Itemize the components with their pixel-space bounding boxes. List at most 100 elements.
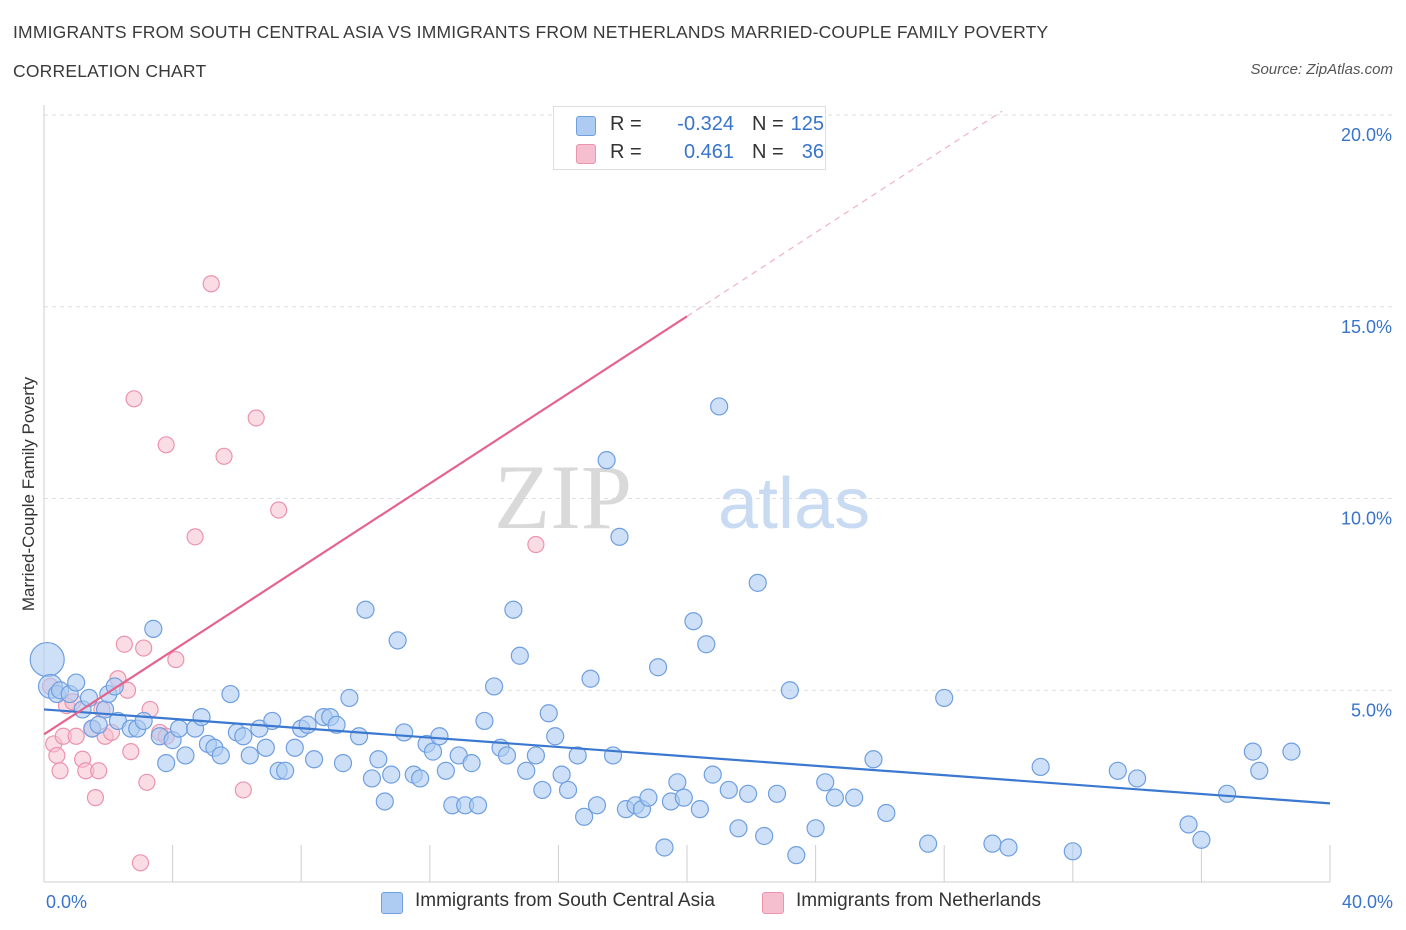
chart-title-line2: CORRELATION CHART (13, 61, 207, 81)
south-central-asia-point (436, 761, 455, 780)
netherlands-point (135, 639, 153, 657)
south-central-asia-point (999, 838, 1018, 857)
south-central-asia-point (587, 796, 607, 815)
south-central-asia-point (668, 773, 687, 792)
south-central-asia-point (684, 612, 703, 631)
netherlands-point (131, 854, 150, 872)
netherlands-point (167, 650, 185, 669)
south-central-asia-point (349, 727, 369, 746)
trend-lines (43, 110, 1331, 805)
legend-r-label: R = (610, 113, 642, 135)
netherlands-point (215, 447, 233, 465)
south-central-asia-point (256, 738, 275, 757)
south-central-asia-point (304, 750, 324, 769)
south-central-asia-point (655, 838, 674, 857)
south-central-asia-point (1063, 842, 1082, 861)
south-central-asia-point (1218, 784, 1237, 803)
y-tick-label: 5.0% (1351, 700, 1392, 720)
y-axis-label: Married-Couple Family Poverty (19, 376, 38, 611)
legend-r-label: R = (610, 141, 642, 163)
south-central-asia-point (29, 641, 65, 678)
netherlands-point (202, 275, 220, 293)
south-central-asia-point (581, 669, 600, 688)
south-central-asia-point (710, 397, 729, 416)
south-central-asia-point (703, 765, 722, 784)
netherlands-point (527, 535, 545, 554)
watermark: ZIP atlas (494, 446, 870, 548)
netherlands-point (186, 528, 204, 546)
legend-n-value: 125 (790, 113, 824, 135)
trendline-netherlands-extension (686, 110, 1003, 317)
south-central-asia-point (430, 727, 449, 746)
netherlands-point (270, 501, 288, 519)
south-central-asia-point (240, 746, 259, 765)
south-central-asia-point (169, 719, 189, 738)
south-central-asia-point (533, 780, 552, 800)
south-central-asia-point (394, 723, 414, 742)
south-central-asia-point (1282, 742, 1301, 761)
south-central-asia-point (510, 646, 529, 665)
y-tick-label: 10.0% (1341, 509, 1392, 529)
south-central-asia-point (1031, 757, 1050, 777)
south-central-asia-point (462, 754, 481, 773)
south-central-asia-point (558, 780, 578, 800)
south-central-asia-point (388, 631, 407, 650)
south-central-asia-point (738, 784, 758, 803)
south-central-asia-point (89, 715, 108, 734)
south-central-asia-point (690, 800, 709, 819)
south-central-asia-point (755, 826, 774, 846)
netherlands-point (67, 727, 85, 745)
south-central-asia-point (497, 746, 517, 765)
axes (43, 105, 1331, 883)
south-central-asia-point (639, 788, 658, 807)
legend-swatch-blue (576, 116, 596, 136)
south-central-asia-point (648, 658, 668, 677)
netherlands-point (90, 762, 108, 780)
south-central-asia-point (877, 803, 896, 823)
south-central-asia-point (276, 761, 295, 780)
legend-box: R = -0.324 N = 125 R = 0.461 N = 36 (553, 106, 826, 170)
south-central-asia-point (674, 788, 693, 807)
south-central-asia-point (333, 754, 353, 773)
south-central-asia-point (411, 769, 430, 788)
netherlands-point (157, 436, 175, 454)
south-central-asia-point (504, 600, 523, 619)
legend-swatch-pink (576, 144, 596, 164)
bottom-legend-label: Immigrants from South Central Asia (415, 890, 715, 911)
south-central-asia-point (382, 765, 401, 784)
netherlands-point (86, 789, 105, 807)
south-central-asia-point (517, 761, 536, 780)
trendline-netherlands (43, 315, 688, 736)
chart-title-line1: IMMIGRANTS FROM SOUTH CENTRAL ASIA VS IM… (13, 22, 1049, 42)
south-central-asia-point (475, 711, 494, 731)
south-central-asia-point (806, 819, 825, 838)
south-central-asia-point (546, 727, 565, 746)
south-central-asia-point (192, 707, 211, 727)
netherlands-point (247, 409, 265, 427)
south-central-asia-point (369, 750, 388, 769)
legend-r-value: -0.324 (677, 113, 734, 135)
south-central-asia-point (1127, 769, 1147, 788)
south-central-asia-point (568, 746, 587, 765)
south-central-asia-point (719, 780, 738, 800)
south-central-asia-point (983, 834, 1002, 853)
south-central-asia-point (864, 750, 883, 769)
y-tick-label: 20.0% (1341, 125, 1392, 145)
bottom-legend-label: Immigrants from Netherlands (796, 890, 1041, 911)
netherlands-point (115, 635, 133, 653)
south-central-asia-point (134, 711, 153, 731)
south-central-asia-point (176, 746, 195, 765)
south-central-asia-point (597, 451, 616, 470)
tick-labels: 5.0% 10.0% 15.0% 20.0% 0.0% 40.0% (46, 125, 1393, 912)
trendline-south-central-asia (43, 708, 1331, 805)
south-central-asia-point (327, 715, 346, 734)
source-credit: Source: ZipAtlas.com (1250, 61, 1393, 78)
netherlands-point (125, 390, 143, 408)
south-central-asia-point (298, 715, 317, 734)
netherlands-point (48, 746, 66, 765)
south-central-asia-point (539, 704, 558, 723)
south-central-asia-point (144, 619, 163, 638)
south-central-asia-point (211, 746, 230, 765)
x-tick-label: 0.0% (46, 892, 87, 912)
